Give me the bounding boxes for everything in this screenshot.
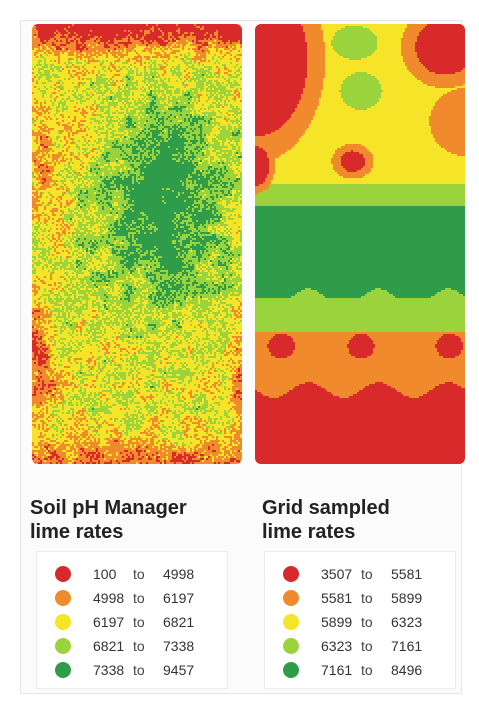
legend-swatch xyxy=(55,566,71,582)
legend-swatch xyxy=(283,638,299,654)
grid-sampled-raster xyxy=(255,24,465,464)
legend-lo-value: 7338 xyxy=(93,662,125,678)
grid-sampled-title-line2: lime rates xyxy=(262,521,356,543)
legend-to-value: to xyxy=(361,614,373,630)
grid-sampled-legend: 3507 to 5581 5581 to 5899 5899 to 6323 6323 to 7161… xyxy=(264,551,456,689)
legend-hi-value: 9457 xyxy=(163,662,195,678)
legend-hi-value: 7338 xyxy=(163,638,195,654)
legend-hi-value: 7161 xyxy=(391,638,423,654)
legend-swatch xyxy=(55,590,71,606)
soil-ph-manager-title: Soil pH Manager lime rates xyxy=(30,496,245,544)
legend-swatch xyxy=(55,662,71,678)
legend-to-value: to xyxy=(361,638,373,654)
legend-lo-value: 6323 xyxy=(321,638,353,654)
legend-lo-value: 3507 xyxy=(321,566,353,582)
legend-swatch xyxy=(55,614,71,630)
legend-to-value: to xyxy=(361,566,373,582)
legend-swatch xyxy=(283,590,299,606)
grid-sampled-title: Grid sampled lime rates xyxy=(262,496,477,544)
legend-to-value: to xyxy=(133,566,145,582)
legend-swatch xyxy=(283,614,299,630)
legend-hi-value: 6323 xyxy=(391,614,423,630)
legend-lo-value: 100 xyxy=(93,566,117,582)
legend-row: 3507 to 5581 xyxy=(283,562,455,586)
legend-row: 4998 to 6197 xyxy=(55,586,227,610)
legend-row: 100 to 4998 xyxy=(55,562,227,586)
legend-hi-value: 5581 xyxy=(391,566,423,582)
legend-row: 7338 to 9457 xyxy=(55,658,227,682)
legend-to-value: to xyxy=(133,614,145,630)
soil-ph-manager-legend: 100 to 4998 4998 to 6197 6197 to 6821 6821 to 7338 7… xyxy=(36,551,228,689)
legend-lo-value: 6197 xyxy=(93,614,125,630)
legend-row: 5899 to 6323 xyxy=(283,610,455,634)
legend-lo-value: 4998 xyxy=(93,590,125,606)
legend-lo-value: 5899 xyxy=(321,614,353,630)
legend-row: 6197 to 6821 xyxy=(55,610,227,634)
legend-swatch xyxy=(55,638,71,654)
legend-hi-value: 5899 xyxy=(391,590,423,606)
legend-to-value: to xyxy=(361,662,373,678)
legend-row: 6821 to 7338 xyxy=(55,634,227,658)
legend-lo-value: 5581 xyxy=(321,590,353,606)
grid-sampled-map xyxy=(255,24,465,464)
legend-hi-value: 8496 xyxy=(391,662,423,678)
legend-hi-value: 6197 xyxy=(163,590,195,606)
soil-ph-manager-map xyxy=(32,24,242,464)
grid-sampled-title-line1: Grid sampled xyxy=(262,497,390,519)
legend-to-value: to xyxy=(133,638,145,654)
soil-ph-manager-title-line1: Soil pH Manager xyxy=(30,497,187,519)
legend-lo-value: 7161 xyxy=(321,662,353,678)
legend-hi-value: 6821 xyxy=(163,614,195,630)
legend-row: 6323 to 7161 xyxy=(283,634,455,658)
legend-row: 7161 to 8496 xyxy=(283,658,455,682)
legend-row: 5581 to 5899 xyxy=(283,586,455,610)
soil-ph-manager-raster xyxy=(32,24,242,464)
legend-to-value: to xyxy=(133,662,145,678)
legend-swatch xyxy=(283,662,299,678)
legend-to-value: to xyxy=(361,590,373,606)
legend-to-value: to xyxy=(133,590,145,606)
legend-swatch xyxy=(283,566,299,582)
legend-lo-value: 6821 xyxy=(93,638,125,654)
soil-ph-manager-title-line2: lime rates xyxy=(30,521,124,543)
legend-hi-value: 4998 xyxy=(163,566,195,582)
